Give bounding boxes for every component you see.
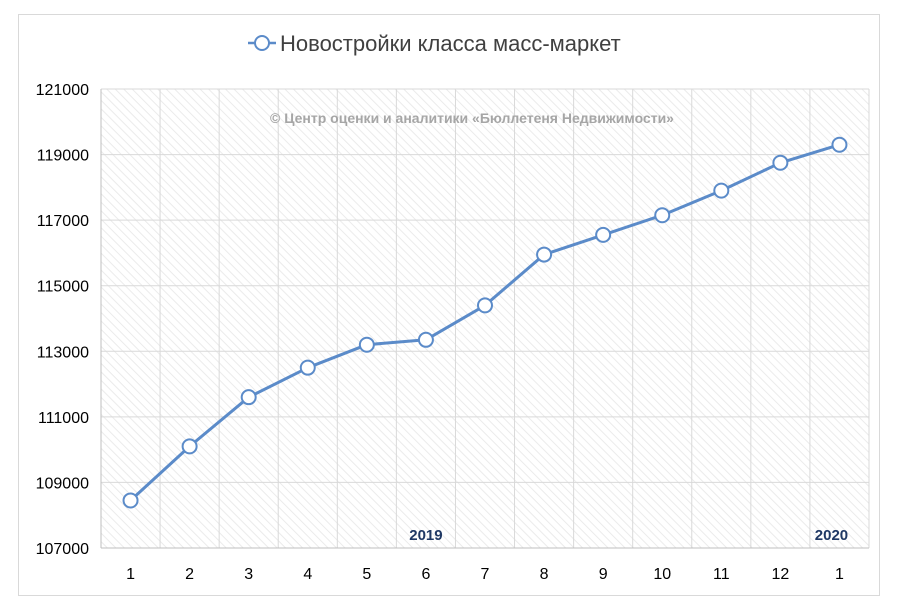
plot-area — [101, 89, 869, 548]
y-tick-label: 109000 — [36, 475, 89, 492]
x-tick-label: 8 — [540, 566, 549, 583]
data-point-marker[interactable] — [299, 359, 316, 376]
data-point-marker[interactable] — [181, 438, 198, 455]
x-tick-label: 9 — [599, 566, 608, 583]
watermark-text: © Центр оценки и аналитики «Бюллетеня Не… — [270, 110, 674, 126]
data-point-marker[interactable] — [122, 492, 139, 509]
chart-title: Новостройки класса масс-маркет — [280, 31, 621, 56]
series-line-group — [122, 136, 848, 509]
year-label: 2020 — [815, 527, 848, 544]
chart-legend: Новостройки класса масс-маркет — [248, 31, 621, 56]
x-axis: 1 2 3 4 5 6 7 8 9 10 11 12 1 — [101, 547, 869, 583]
data-point-marker[interactable] — [713, 182, 730, 199]
data-point-marker[interactable] — [831, 136, 848, 153]
x-tick-label: 11 — [713, 566, 730, 583]
data-point-marker[interactable] — [595, 226, 612, 243]
x-tick-label: 3 — [244, 566, 253, 583]
y-tick-label: 119000 — [37, 148, 89, 165]
data-point-marker[interactable] — [417, 331, 434, 348]
y-tick-label: 113000 — [37, 344, 89, 361]
x-tick-label: 1 — [126, 566, 135, 583]
data-point-marker[interactable] — [240, 389, 257, 406]
y-axis: 107000 109000 111000 113000 115000 117000 1190… — [36, 82, 102, 558]
y-tick-label: 117000 — [37, 213, 89, 230]
year-labels: 2019 2020 — [409, 527, 848, 544]
x-tick-label: 12 — [771, 566, 789, 583]
y-tick-label: 121000 — [36, 82, 89, 99]
data-point-marker[interactable] — [536, 246, 553, 263]
year-label: 2019 — [409, 527, 442, 544]
x-tick-label: 5 — [362, 566, 371, 583]
x-tick-label: 1 — [835, 566, 844, 583]
x-tick-label: 4 — [303, 566, 312, 583]
x-tick-label: 6 — [421, 566, 430, 583]
y-tick-label: 111000 — [38, 410, 89, 427]
x-tick-label: 10 — [653, 566, 671, 583]
y-tick-label: 115000 — [37, 279, 89, 296]
legend-marker-swatch — [254, 35, 270, 51]
data-point-marker[interactable] — [654, 207, 671, 224]
y-tick-label: 107000 — [36, 541, 89, 558]
data-point-marker[interactable] — [477, 297, 493, 314]
data-point-marker[interactable] — [358, 336, 375, 353]
data-point-marker[interactable] — [772, 154, 789, 171]
x-tick-label: 2 — [185, 566, 194, 583]
x-tick-label: 7 — [481, 566, 490, 583]
